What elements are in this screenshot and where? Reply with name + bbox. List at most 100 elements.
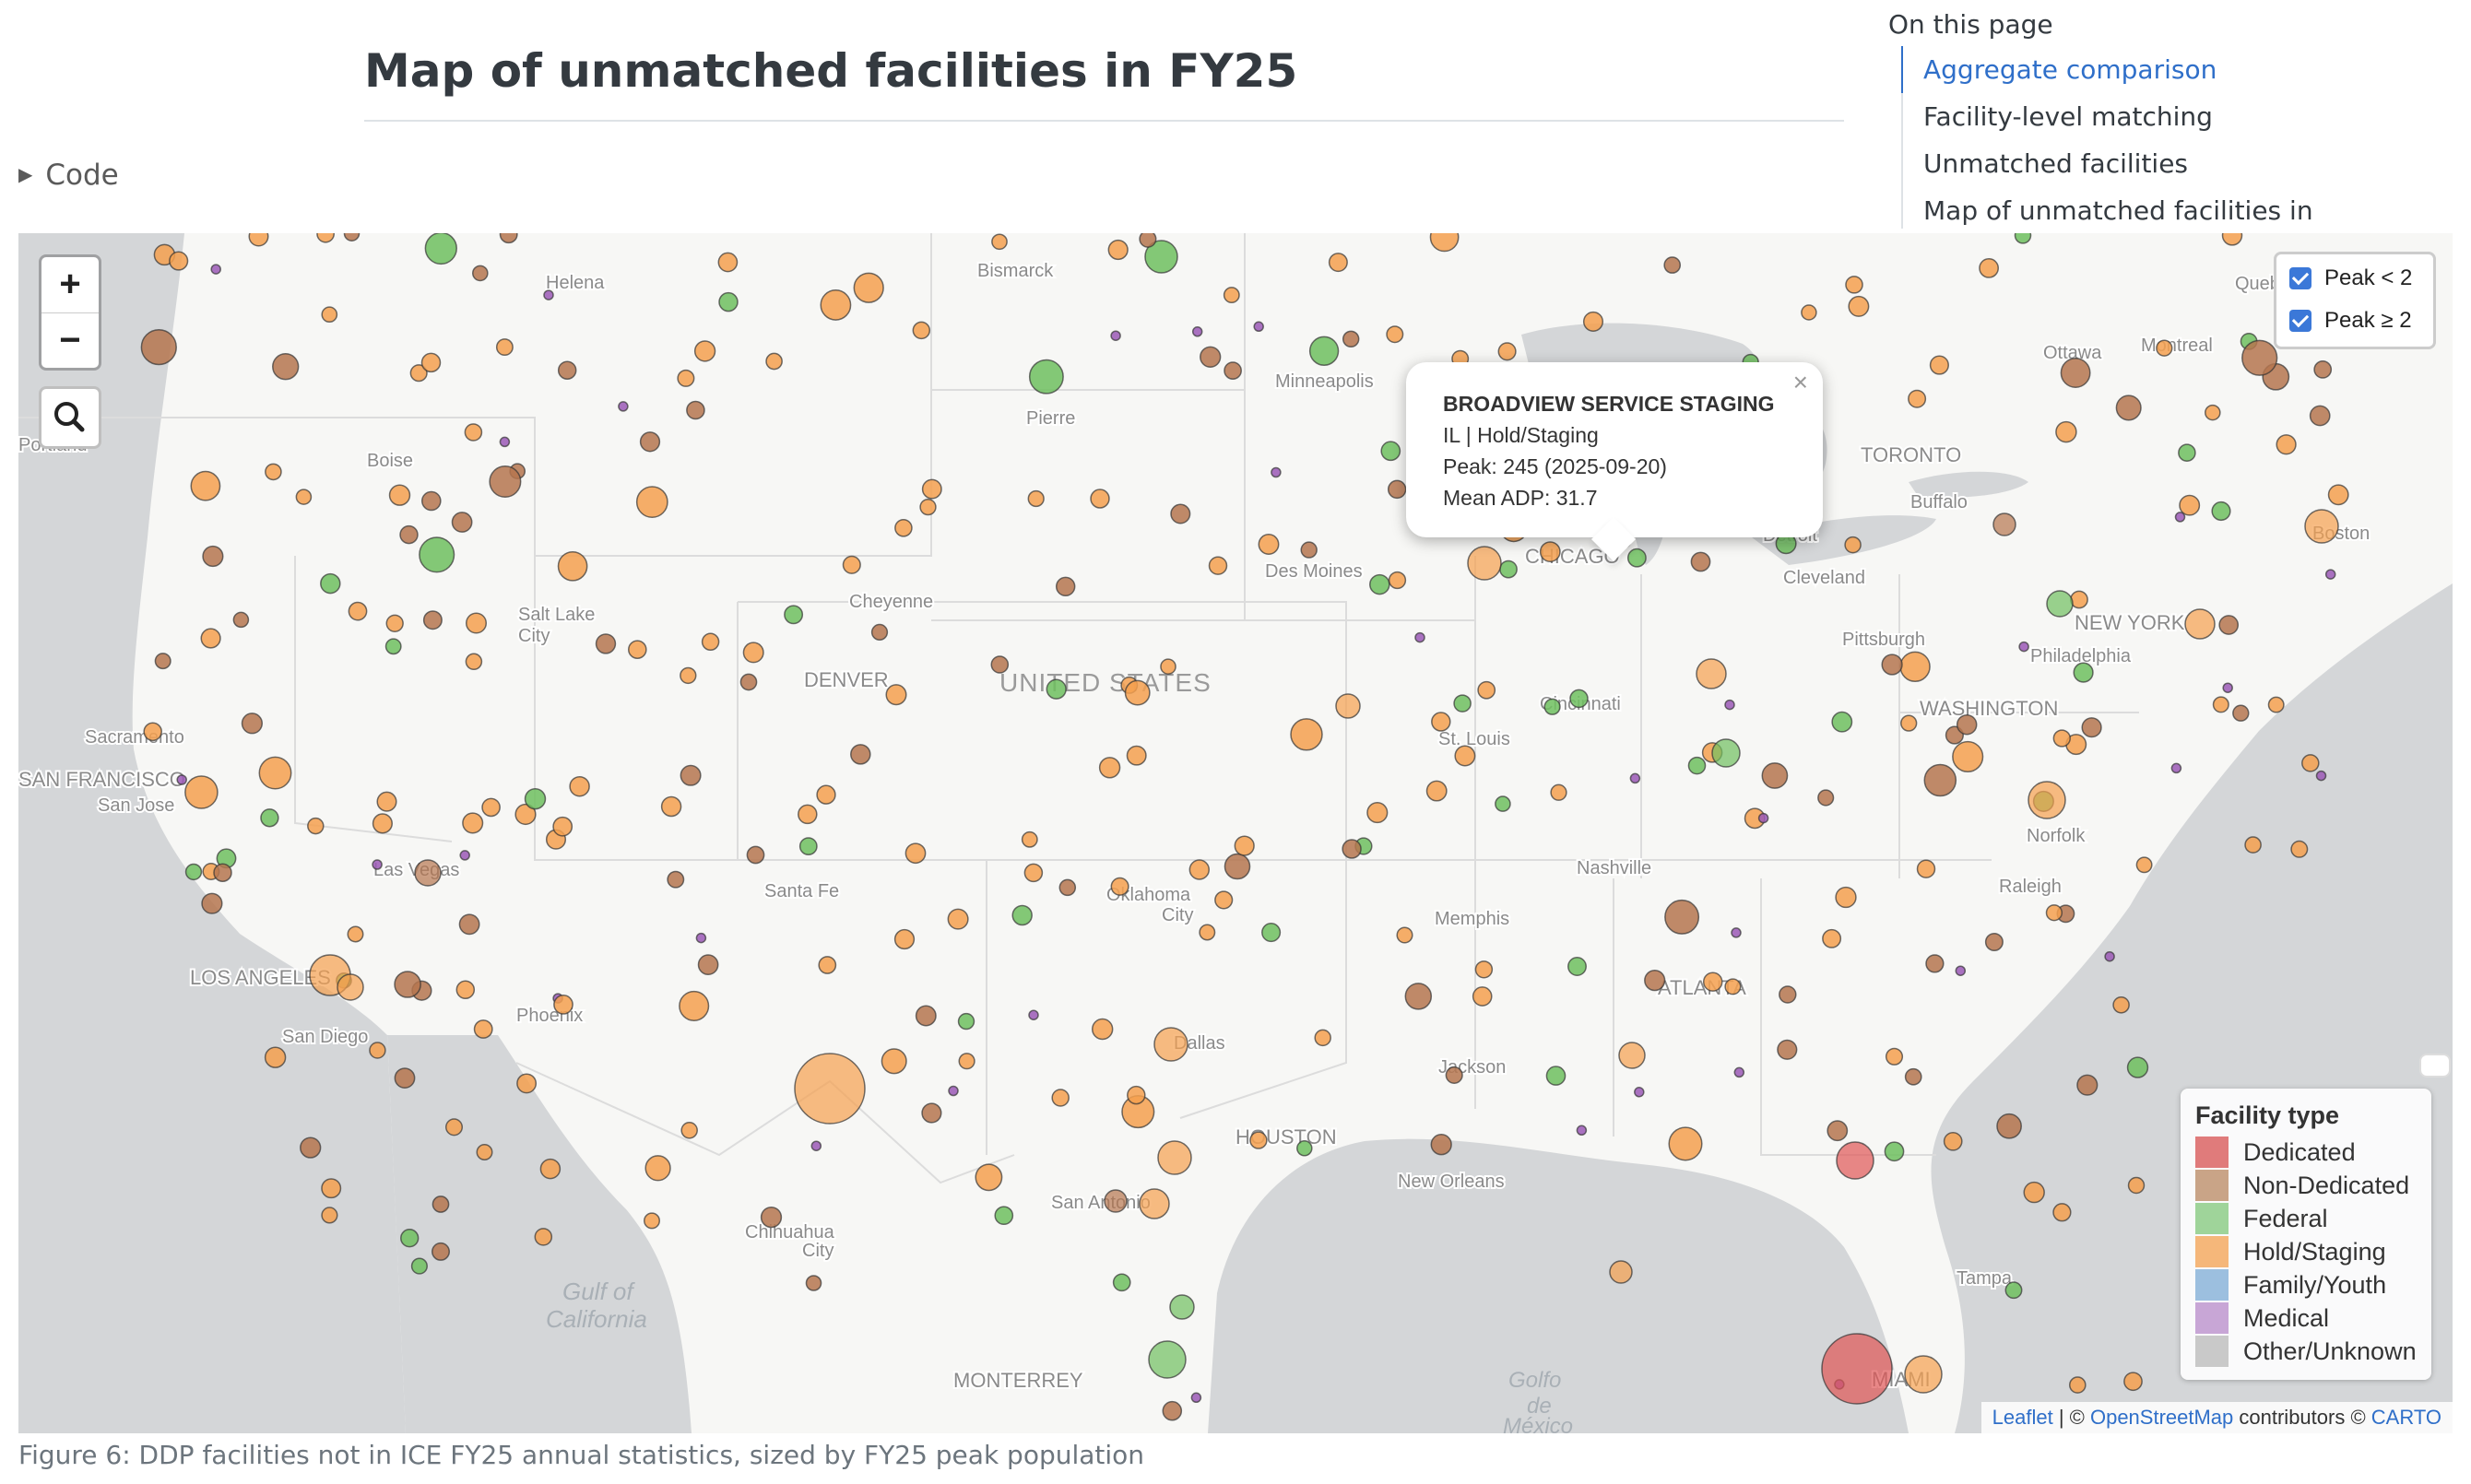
facility-marker[interactable] (1761, 762, 1789, 789)
facility-marker[interactable] (1160, 658, 1176, 675)
facility-marker[interactable] (2156, 339, 2173, 357)
facility-marker[interactable] (818, 956, 837, 974)
facility-marker[interactable] (1923, 763, 1957, 797)
facility-marker[interactable] (295, 489, 313, 505)
facility-marker[interactable] (1328, 253, 1348, 273)
facility-marker[interactable] (742, 642, 764, 664)
facility-marker[interactable] (679, 990, 710, 1021)
map-container[interactable]: UNITED STATES Gulf of California Golfo d… (18, 233, 2453, 1433)
facility-marker[interactable] (921, 1102, 942, 1124)
facility-marker[interactable] (320, 572, 341, 595)
facility-marker[interactable] (680, 764, 702, 786)
facility-marker[interactable] (385, 614, 404, 632)
facility-marker[interactable] (1335, 693, 1361, 719)
facility-marker[interactable] (1199, 924, 1216, 941)
facility-marker[interactable] (1253, 321, 1264, 333)
facility-marker[interactable] (2014, 233, 2032, 244)
facility-marker[interactable] (1387, 479, 1407, 500)
facility-marker[interactable] (1404, 983, 1433, 1010)
facility-marker[interactable] (798, 804, 818, 825)
facility-marker[interactable] (2112, 996, 2130, 1014)
facility-marker[interactable] (1369, 573, 1390, 595)
facility-marker[interactable] (400, 1229, 420, 1248)
facility-marker[interactable] (143, 722, 162, 742)
facility-marker[interactable] (1200, 346, 1222, 368)
facility-marker[interactable] (1139, 1188, 1170, 1219)
facility-marker[interactable] (2052, 1203, 2072, 1222)
facility-marker[interactable] (1618, 1042, 1646, 1069)
toc-item-map-of-unmatched[interactable]: Map of unmatched facilities in (1923, 195, 2313, 226)
facility-marker[interactable] (881, 1048, 907, 1075)
facility-marker[interactable] (2301, 754, 2320, 772)
facility-marker[interactable] (1021, 830, 1038, 848)
facility-marker[interactable] (904, 842, 927, 865)
facility-marker[interactable] (958, 1053, 975, 1070)
facility-marker[interactable] (1836, 1141, 1874, 1180)
facility-marker[interactable] (2135, 856, 2153, 874)
carto-link[interactable]: CARTO (2371, 1406, 2441, 1429)
facility-marker[interactable] (1711, 738, 1741, 768)
facility-marker[interactable] (420, 490, 442, 512)
facility-marker[interactable] (465, 612, 488, 634)
facility-marker[interactable] (915, 1005, 937, 1027)
facility-marker[interactable] (1190, 1392, 1202, 1404)
facility-marker[interactable] (1467, 546, 1502, 581)
facility-marker[interactable] (2205, 404, 2221, 421)
facility-marker[interactable] (1550, 783, 1567, 801)
facility-marker[interactable] (1908, 389, 1927, 408)
facility-marker[interactable] (176, 774, 187, 785)
facility-marker[interactable] (1090, 489, 1110, 509)
facility-marker[interactable] (2060, 358, 2091, 388)
facility-marker[interactable] (660, 795, 682, 818)
facility-marker[interactable] (1170, 503, 1191, 524)
facility-marker[interactable] (1271, 466, 1282, 478)
facility-marker[interactable] (1430, 1134, 1452, 1156)
facility-marker[interactable] (321, 1207, 338, 1224)
facility-marker[interactable] (1779, 985, 1797, 1004)
facility-marker[interactable] (1472, 986, 1493, 1007)
facility-marker[interactable] (1290, 718, 1323, 751)
facility-marker[interactable] (921, 478, 942, 500)
facility-marker[interactable] (805, 1275, 822, 1291)
facility-marker[interactable] (1543, 698, 1561, 715)
facility-marker[interactable] (1124, 679, 1151, 706)
checkbox-checked-icon[interactable] (2289, 267, 2311, 289)
facility-marker[interactable] (489, 465, 522, 499)
facility-marker[interactable] (1027, 489, 1045, 508)
facility-marker[interactable] (1208, 556, 1228, 575)
facility-marker[interactable] (1569, 689, 1589, 709)
facility-marker[interactable] (458, 913, 480, 936)
facility-marker[interactable] (1822, 928, 1842, 948)
facility-marker[interactable] (1224, 361, 1242, 380)
facility-marker[interactable] (1162, 1400, 1183, 1421)
facility-marker[interactable] (190, 470, 221, 501)
zoom-out-button[interactable]: − (59, 320, 81, 360)
facility-marker[interactable] (2081, 717, 2102, 738)
facility-marker[interactable] (388, 484, 411, 506)
facility-marker[interactable] (1058, 878, 1077, 897)
toc-item-aggregate-comparison[interactable]: Aggregate comparison (1901, 46, 2313, 93)
facility-marker[interactable] (516, 1073, 538, 1094)
facility-marker[interactable] (2174, 512, 2186, 523)
facility-marker[interactable] (210, 264, 221, 275)
facility-marker[interactable] (1499, 559, 1518, 579)
map-basemap[interactable]: UNITED STATES Gulf of California Golfo d… (18, 233, 2453, 1433)
facility-marker[interactable] (321, 306, 338, 324)
facility-marker[interactable] (1474, 960, 1494, 979)
facility-marker[interactable] (1396, 926, 1413, 944)
facility-marker[interactable] (746, 845, 765, 865)
facility-marker[interactable] (464, 423, 483, 442)
facility-marker[interactable] (2313, 360, 2333, 379)
facility-marker[interactable] (693, 340, 716, 362)
facility-marker[interactable] (1885, 1047, 1904, 1066)
facility-marker[interactable] (1112, 1273, 1131, 1292)
facility-marker[interactable] (1342, 839, 1362, 859)
facility-marker[interactable] (1386, 325, 1404, 344)
facility-marker[interactable] (1634, 1087, 1645, 1098)
facility-marker[interactable] (701, 632, 720, 652)
facility-marker[interactable] (1702, 972, 1723, 992)
facility-marker[interactable] (1848, 295, 1870, 317)
facility-marker[interactable] (686, 400, 705, 420)
facility-marker[interactable] (1576, 1125, 1588, 1137)
facility-marker[interactable] (2327, 484, 2349, 506)
